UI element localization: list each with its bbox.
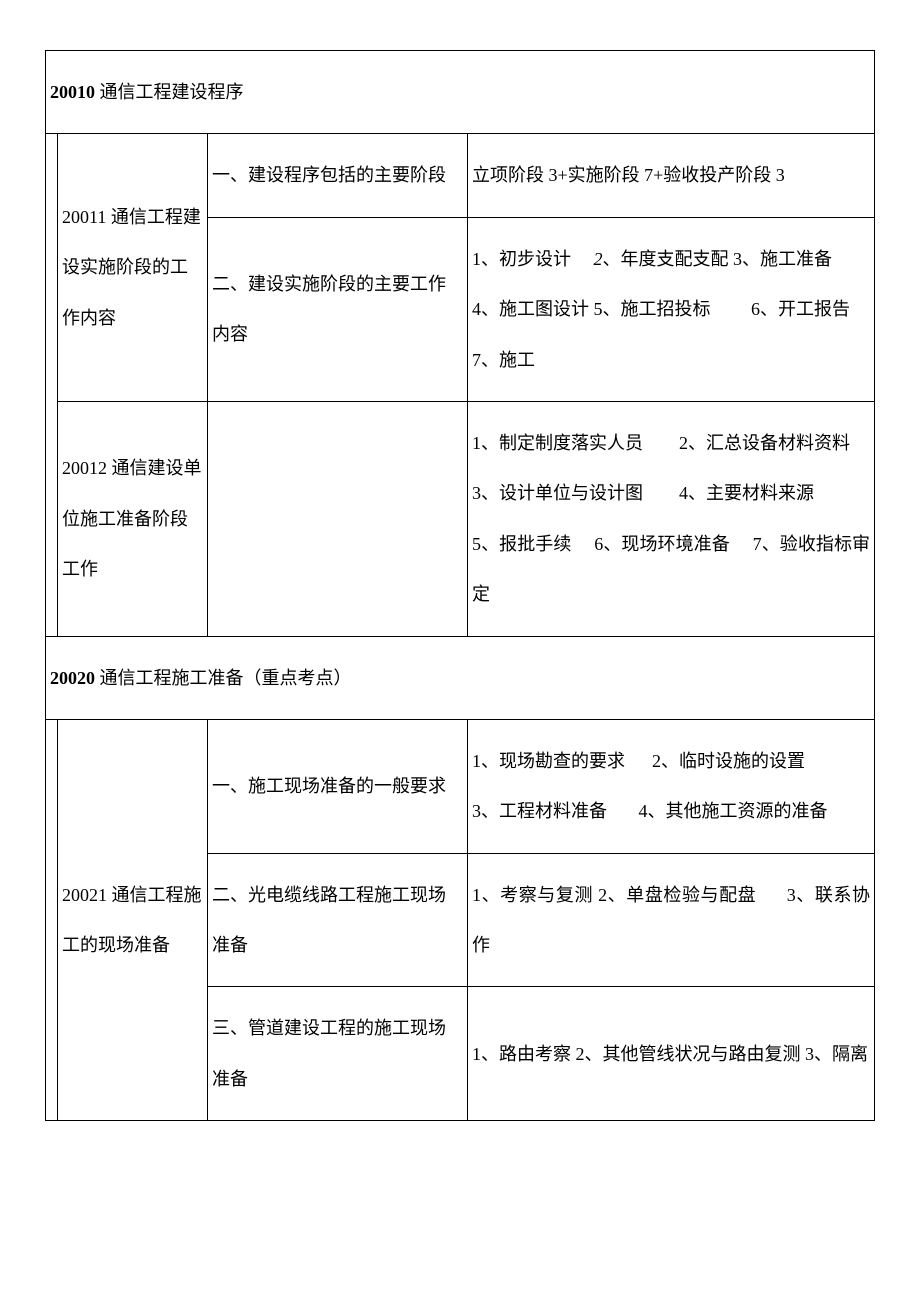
section2-header: 20020 通信工程施工准备（重点考点） [46, 636, 875, 719]
section1-row1-sub2-colC: 1、初步设计 2、年度支配支配 3、施工准备 4、施工图设计 5、施工招投标 6… [468, 217, 875, 401]
section1-row1-colA: 20011 通信工程建设实施阶段的工作内容 [58, 134, 208, 402]
section2-row1-sub3-colC: 1、路由考察 2、其他管线状况与路由复测 3、隔离 [468, 987, 875, 1121]
section1-row2-colB [208, 401, 468, 636]
section2-spacer [46, 719, 58, 1120]
section1-title: 通信工程建设程序 [95, 82, 244, 102]
section2-header-row: 20020 通信工程施工准备（重点考点） [46, 636, 875, 719]
section1-row1-sub1-colB: 一、建设程序包括的主要阶段 [208, 134, 468, 217]
section2-row1-sub1-colB: 一、施工现场准备的一般要求 [208, 719, 468, 853]
section1-header-row: 20010 通信工程建设程序 [46, 51, 875, 134]
outline-table: 20010 通信工程建设程序 20011 通信工程建设实施阶段的工作内容 一、建… [45, 50, 875, 1121]
section1-row2-colA: 20012 通信建设单位施工准备阶段工作 [58, 401, 208, 636]
section1-row2-colC: 1、制定制度落实人员 2、汇总设备材料资料 3、设计单位与设计图 4、主要材料来… [468, 401, 875, 636]
section1-row2: 20012 通信建设单位施工准备阶段工作 1、制定制度落实人员 2、汇总设备材料… [46, 401, 875, 636]
section2-row1-sub3-colB: 三、管道建设工程的施工现场准备 [208, 987, 468, 1121]
section1-spacer [46, 134, 58, 636]
section2-row1-colA: 20021 通信工程施工的现场准备 [58, 719, 208, 1120]
section1-row1-sub1-colC: 立项阶段 3+实施阶段 7+验收投产阶段 3 [468, 134, 875, 217]
section2-row1-sub1: 20021 通信工程施工的现场准备 一、施工现场准备的一般要求 1、现场勘查的要… [46, 719, 875, 853]
section1-row1-sub2-colB: 二、建设实施阶段的主要工作内容 [208, 217, 468, 401]
section2-code: 20020 [50, 668, 95, 688]
section1-header: 20010 通信工程建设程序 [46, 51, 875, 134]
section2-row1-sub2-colB: 二、光电缆线路工程施工现场准备 [208, 853, 468, 987]
section1-code: 20010 [50, 82, 95, 102]
section2-row1-sub1-colC: 1、现场勘查的要求 2、临时设施的设置 3、工程材料准备 4、其他施工资源的准备 [468, 719, 875, 853]
section1-row1-sub1: 20011 通信工程建设实施阶段的工作内容 一、建设程序包括的主要阶段 立项阶段… [46, 134, 875, 217]
section2-title: 通信工程施工准备（重点考点） [95, 668, 352, 688]
section2-row1-sub2-colC: 1、考察与复测 2、单盘检验与配盘 3、联系协作 [468, 853, 875, 987]
